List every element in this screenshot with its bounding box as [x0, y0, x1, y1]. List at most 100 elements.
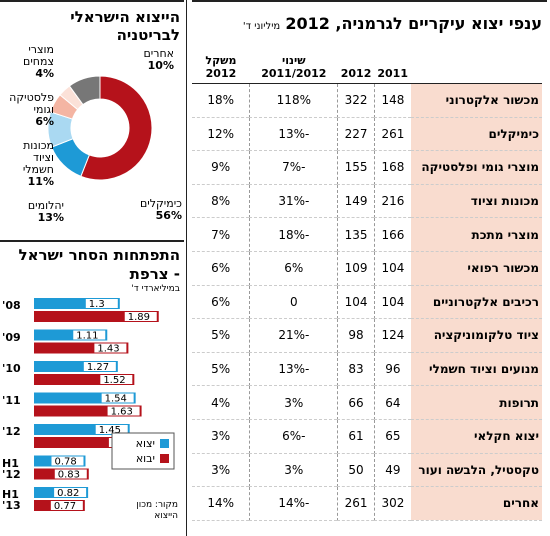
value-box: [94, 343, 127, 353]
category-label: '11: [2, 393, 21, 407]
value-label: 13%: [37, 211, 64, 224]
table-row: ציוד טלקומוניקציה 124 98 -21% 5%: [192, 318, 542, 353]
header-cell: 2012: [337, 48, 375, 84]
value-box: [100, 375, 133, 384]
cell: -6%: [249, 419, 338, 454]
source: מקור: מכון הייצוא: [136, 500, 178, 521]
value-box: [83, 362, 116, 371]
cell: 98: [337, 318, 375, 353]
cell: 5%: [192, 318, 250, 353]
donut-label: מוצרי צמחים 4%: [4, 44, 54, 80]
rule: [192, 0, 547, 2]
cell: 3%: [249, 385, 338, 420]
row-name: מנועים וציוד חשמלי: [411, 352, 542, 387]
value-label: 1.45: [99, 425, 121, 436]
header-cell: משקל 2012: [192, 48, 250, 84]
value-box: [101, 393, 134, 403]
cell: 261: [337, 486, 375, 521]
cell: 104: [337, 285, 375, 320]
cell: 261: [373, 117, 411, 152]
table: 2011 2012 שינוי 2011/2012 משקל 2012 מכשור אל…: [192, 48, 542, 521]
row-name: יצוא חקלאי: [411, 419, 542, 454]
table-subtitle: מיליוני ד': [242, 21, 281, 32]
cell: 3%: [192, 453, 250, 488]
cell: 9%: [192, 150, 250, 185]
category-label: H1 '13: [2, 488, 21, 512]
table-row: יצוא חקלאי 65 61 -6% 3%: [192, 419, 542, 454]
value-box: [95, 425, 128, 434]
legend-label: יבוא: [136, 452, 155, 465]
value-label: 1.63: [111, 407, 133, 418]
value-label: 6%: [35, 115, 54, 128]
cell: 3%: [249, 453, 338, 488]
rule: [0, 240, 184, 242]
value-label: 0.83: [58, 470, 80, 481]
cell: 8%: [192, 184, 250, 219]
table-row: מכשור רפואי 104 109 6% 6%: [192, 251, 542, 286]
rule: [0, 0, 184, 2]
donut-slice: [80, 75, 153, 181]
cell: -31%: [249, 184, 338, 219]
cell: 50: [337, 453, 375, 488]
table-row: מכונות וציוד 216 149 -31% 8%: [192, 184, 542, 219]
cell: 14%: [192, 486, 250, 521]
cell: -7%: [249, 150, 338, 185]
table-row: מכשור אלקטרוני 148 322 118% 18%: [192, 83, 542, 118]
cell: 18%: [192, 83, 250, 118]
value-box: [85, 299, 118, 308]
value-box: [50, 501, 83, 510]
category-label: '09: [2, 330, 21, 344]
header-cell: [411, 48, 542, 84]
table-row: כימיקלים 261 227 -13% 12%: [192, 117, 542, 152]
category-label: פלסטיקה וגומי: [9, 91, 54, 116]
category-label: '08: [2, 299, 21, 312]
cell: 83: [337, 352, 375, 387]
cell: 302: [373, 486, 411, 521]
value-label: 1.27: [87, 362, 109, 373]
cell: 227: [337, 117, 375, 152]
table-row: טקסטיל, הלבשה ועור 49 50 3% 3%: [192, 453, 542, 488]
row-name: מכשור אלקטרוני: [411, 83, 542, 118]
bar: [34, 298, 120, 309]
cell: 61: [337, 419, 375, 454]
donut-label: מכונות וציוד חשמלי 11%: [4, 140, 54, 188]
cell: 4%: [192, 385, 250, 420]
value-label: 0.82: [57, 488, 79, 499]
cell: -21%: [249, 318, 338, 353]
cell: 109: [337, 251, 375, 286]
donut-title: הייצוא הישראלי לבריטניה: [70, 8, 180, 44]
table-title: ענפי יצוא עיקריים לגרמניה, 2012: [285, 14, 542, 33]
cell: 5%: [192, 352, 250, 387]
category-label: H1 '12: [2, 456, 21, 481]
cell: -13%: [249, 117, 338, 152]
row-name: רכיבים אלקטרוניים: [411, 285, 542, 320]
donut-label: אחרים 10%: [104, 48, 174, 72]
category-label: יהלומים: [27, 199, 64, 212]
row-name: מוצרי מתכת: [411, 217, 542, 252]
cell: 12%: [192, 117, 250, 152]
value-box: [73, 330, 106, 340]
cell: 104: [373, 285, 411, 320]
cell: 6%: [192, 251, 250, 286]
cell: 168: [373, 150, 411, 185]
row-name: מכשור רפואי: [411, 251, 542, 286]
value-label: 10%: [147, 59, 174, 72]
table-row: אחרים 302 261 -14% 14%: [192, 486, 542, 521]
cell: 104: [373, 251, 411, 286]
cell: 166: [373, 217, 411, 252]
bar: [34, 424, 130, 435]
value-box: [54, 488, 87, 497]
value-label: 56%: [155, 209, 182, 222]
legend-swatch: [160, 454, 169, 463]
cell: 65: [373, 419, 411, 454]
cell: 6%: [249, 251, 338, 286]
row-name: ציוד טלקומוניקציה: [411, 318, 542, 353]
value-label: 0.78: [54, 457, 76, 468]
row-name: אחרים: [411, 486, 542, 521]
table-row: מוצרי מתכת 166 135 -18% 7%: [192, 217, 542, 252]
category-label: מוצרי צמחים: [23, 43, 54, 68]
donut-slice: [68, 75, 101, 106]
cell: 3%: [192, 419, 250, 454]
bar: [34, 392, 136, 404]
